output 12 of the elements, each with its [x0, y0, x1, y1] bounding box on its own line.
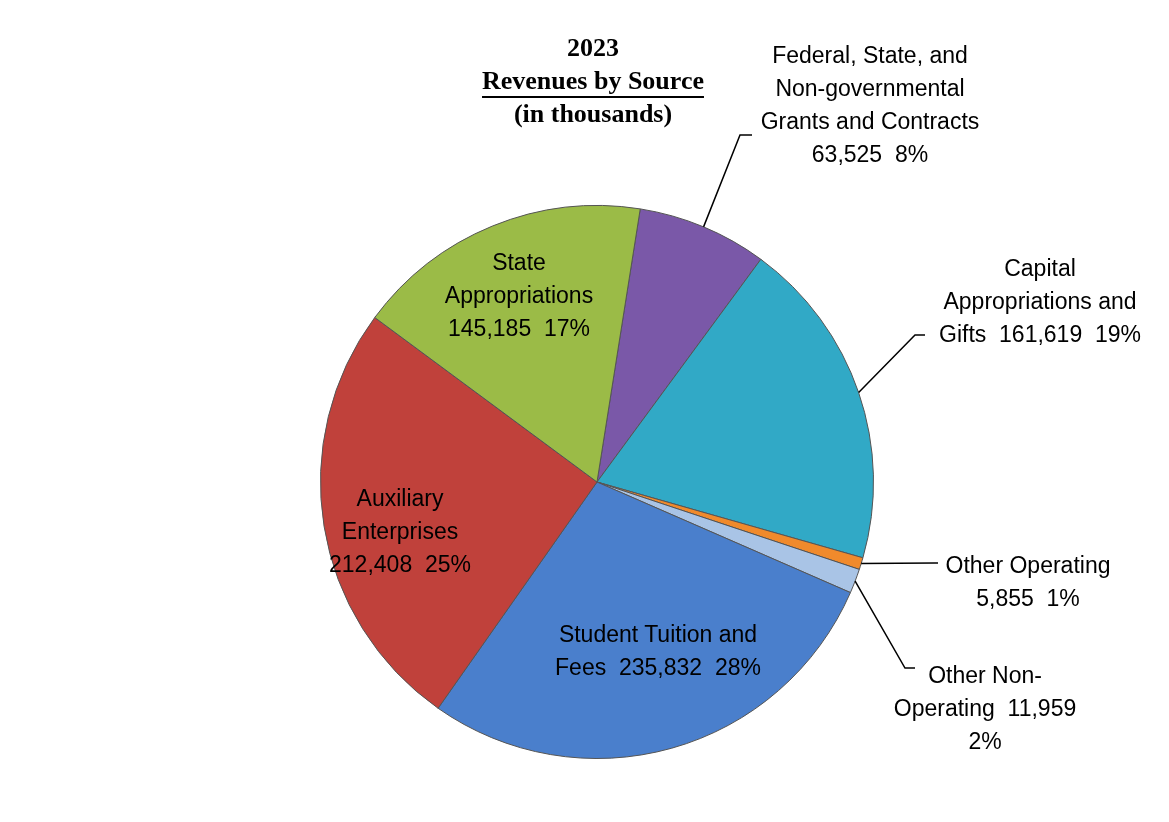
slice-label: Student Tuition and Fees 235,832 28%: [555, 620, 761, 680]
data-label: 5,855 1%: [976, 584, 1080, 611]
slice-label: State Appropriations: [444, 248, 594, 308]
slice-label: Federal, State, and Non-governmental Grants and Contracts: [760, 41, 980, 134]
text: (in thousands): [513, 98, 673, 128]
data-label: 145,185 17%: [448, 314, 590, 341]
slice-label: Auxiliary Enterprises: [341, 484, 459, 544]
slice-label: Capital Appropriations and Gifts 161,619 19%: [938, 254, 1142, 347]
data-label: 63,525 8%: [811, 140, 929, 167]
slice-label: Other Operating: [945, 551, 1111, 578]
slice-label: Other Non-Operating 11,959 2%: [893, 661, 1077, 754]
chart-title: 2023 Revenues by Source: [482, 32, 704, 95]
